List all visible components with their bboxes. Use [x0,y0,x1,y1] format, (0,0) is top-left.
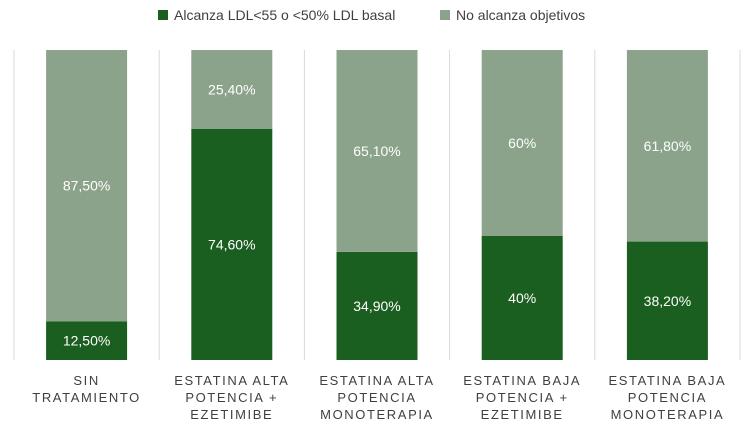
data-label-no-alcanza: 65,10% [353,143,400,159]
data-label-alcanza: 74,60% [208,236,255,252]
category-label-line: POTENCIA [337,390,416,405]
data-label-no-alcanza: 61,80% [644,138,691,154]
category-label: ESTATINA ALTA POTENCIA + EZETIMIBE [174,373,289,422]
category-label-line: EZETIMIBE [481,407,564,422]
category-label-line: ESTATINA ALTA [319,373,434,388]
bar-segment-no-alcanza [336,50,418,252]
category-label-line: POTENCIA [628,390,707,405]
legend-label-alcanza: Alcanza LDL<55 o <50% LDL basal [174,7,395,23]
category-label: ESTATINA ALTA POTENCIA MONOTERAPIA [319,373,434,422]
category-label-line: EZETIMIBE [190,407,273,422]
data-label-alcanza: 34,90% [353,298,400,314]
category-label: SIN TRATAMIENTO [32,373,141,405]
bar-segment-alcanza [481,236,563,360]
bar-segment-alcanza [191,128,273,360]
data-label-no-alcanza: 87,50% [63,178,110,194]
category-label-line: SIN [73,373,99,388]
bar-segment-no-alcanza [481,50,563,236]
bar-segment-alcanza [336,251,418,360]
data-label-no-alcanza: 60% [508,135,536,151]
data-label-alcanza: 40% [508,290,536,306]
category-separators [13,50,741,360]
category-label-line: ESTATINA ALTA [174,373,289,388]
category-label-line: MONOTERAPIA [611,407,725,422]
bar-segment-no-alcanza [626,50,708,242]
category-label-line: ESTATINA BAJA [608,373,726,388]
legend-swatch-alcanza [158,10,168,20]
category-label-line: POTENCIA + [476,390,569,405]
bar-segment-no-alcanza [191,50,273,129]
legend-swatch-no-alcanza [440,10,450,20]
bar-segment-no-alcanza [46,50,128,322]
legend-label-no-alcanza: No alcanza objetivos [456,7,585,23]
category-label: ESTATINA BAJA POTENCIA MONOTERAPIA [608,373,726,422]
category-label: ESTATINA BAJA POTENCIA + EZETIMIBE [463,373,581,422]
category-label-line: ESTATINA BAJA [463,373,581,388]
legend: Alcanza LDL<55 o <50% LDL basal No alcan… [158,7,585,23]
bars: 12,50% 87,50% 74,60% 25,40% 34,90% 65,10% 40% 6… [46,50,708,360]
category-label-line: POTENCIA + [185,390,278,405]
data-label-no-alcanza: 25,40% [208,81,255,97]
data-label-alcanza: 12,50% [63,333,110,349]
bar-segment-alcanza [46,321,128,360]
category-labels: SIN TRATAMIENTO ESTATINA ALTA POTENCIA + EZE… [32,373,726,422]
bar-segment-alcanza [626,241,708,360]
category-label-line: TRATAMIENTO [32,390,141,405]
data-label-alcanza: 38,20% [644,293,691,309]
category-label-line: MONOTERAPIA [320,407,434,422]
